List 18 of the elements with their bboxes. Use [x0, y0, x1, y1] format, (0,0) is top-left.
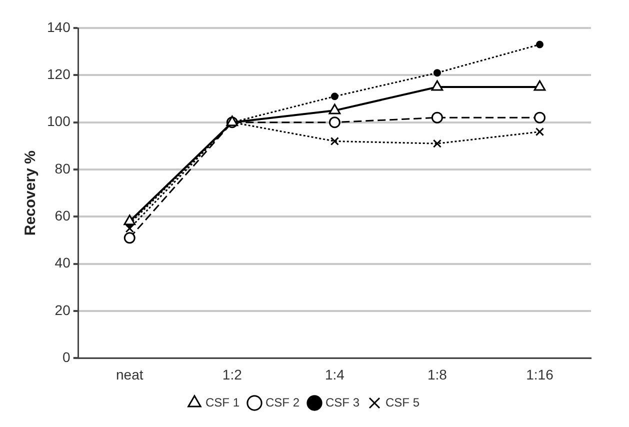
x-tick-label: neat — [116, 366, 144, 382]
y-tick-label: 140 — [47, 18, 71, 35]
y-axis-title: Recovery % — [22, 150, 40, 236]
y-tick-label: 80 — [54, 160, 71, 176]
y-tick-label: 100 — [47, 113, 71, 130]
legend-label: CSF 1 — [205, 395, 240, 410]
x-tick-label: 1:2 — [222, 366, 242, 382]
x-tick-label: 1:16 — [526, 366, 554, 382]
legend-label: CSF 3 — [326, 395, 360, 410]
y-tick-label: 20 — [54, 302, 71, 318]
x-tick-label: 1:8 — [427, 366, 448, 382]
legend-label: CSF 2 — [265, 395, 300, 410]
x-tick-label: 1:4 — [324, 366, 345, 382]
y-tick-label: 120 — [47, 66, 71, 82]
y-tick-label: 40 — [54, 254, 71, 271]
legend-label: CSF 5 — [386, 395, 420, 410]
y-tick-label: 0 — [62, 349, 71, 366]
y-tick-label: 60 — [54, 208, 71, 224]
